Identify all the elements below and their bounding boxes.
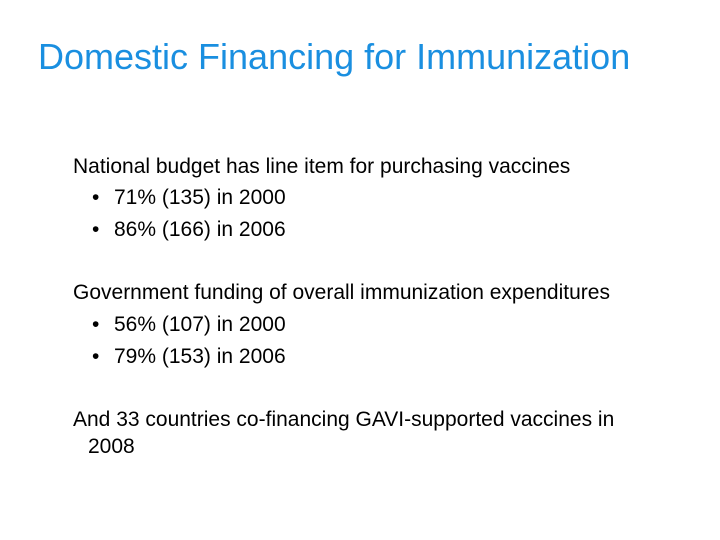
section-1-bullet-1: • 71% (135) in 2000 <box>92 186 286 210</box>
bullet-icon: • <box>92 218 100 241</box>
bullet-icon: • <box>92 345 100 368</box>
section-1-heading: National budget has line item for purcha… <box>73 155 571 178</box>
slide-title: Domestic Financing for Immunization <box>38 36 631 77</box>
section-2-heading: Government funding of overall immunizati… <box>73 281 610 304</box>
bullet-text: 56% (107) in 2000 <box>114 313 286 336</box>
bullet-icon: • <box>92 313 100 336</box>
bullet-icon: • <box>92 186 100 209</box>
section-1-bullet-2: • 86% (166) in 2006 <box>92 218 286 242</box>
section-2-bullet-2: • 79% (153) in 2006 <box>92 345 286 369</box>
bullet-text: 79% (153) in 2006 <box>114 345 286 368</box>
bullet-text: 71% (135) in 2000 <box>114 186 286 209</box>
bullet-text: 86% (166) in 2006 <box>114 218 286 241</box>
section-3-heading: And 33 countries co-financing GAVI-suppo… <box>73 408 615 431</box>
section-3-heading-continued: 2008 <box>88 435 135 458</box>
section-2-bullet-1: • 56% (107) in 2000 <box>92 313 286 337</box>
